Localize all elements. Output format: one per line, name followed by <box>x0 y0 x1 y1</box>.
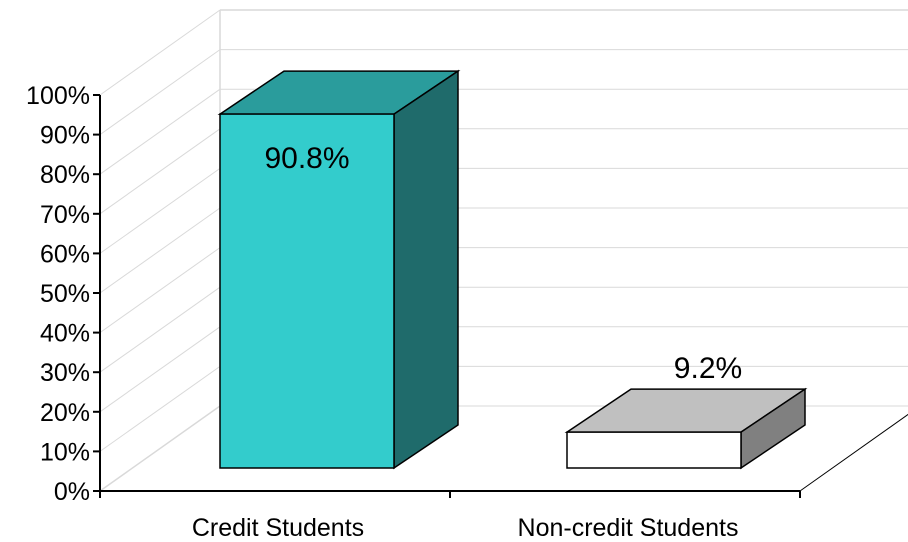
y-tick-label: 90% <box>40 122 90 150</box>
gridline-side-6 <box>99 167 221 254</box>
y-tick-label: 30% <box>40 359 90 387</box>
bar-front-face <box>566 431 742 469</box>
y-tick-label: 50% <box>40 280 90 308</box>
gridline-side-10 <box>99 9 221 96</box>
data-label: 9.2% <box>674 352 742 385</box>
gridline-side-9 <box>99 49 221 136</box>
data-labels: 90.8% 9.2% <box>264 142 742 385</box>
y-tick-label: 40% <box>40 320 90 348</box>
y-tick-label: 60% <box>40 240 90 268</box>
floor-right-edge <box>799 413 908 492</box>
bar-credit-students <box>217 69 461 470</box>
y-tick-label: 100% <box>26 82 90 110</box>
gridline-side-2 <box>99 326 221 413</box>
y-tick-label: 0% <box>54 478 90 506</box>
data-label: 90.8% <box>264 142 349 175</box>
bar-side-face <box>393 69 459 470</box>
gridline-side-1 <box>99 365 221 452</box>
y-tick-label: 10% <box>40 438 90 466</box>
gridline-side-5 <box>99 207 221 294</box>
y-tick-labels: 0% 10% 20% 30% 40% 50% 60% 70% 80% 90% 100% <box>26 82 90 506</box>
gridline-side-4 <box>99 247 221 334</box>
x-tick-labels: Credit Students Non-credit Students <box>192 514 739 542</box>
x-tick-label: Non-credit Students <box>518 514 739 542</box>
gridline-side-8 <box>99 88 221 175</box>
bar-front-face <box>219 113 395 469</box>
gridline-side-3 <box>99 286 221 373</box>
bars <box>217 69 808 470</box>
y-tick-label: 80% <box>40 161 90 189</box>
y-tick-label: 70% <box>40 201 90 229</box>
bar-non-credit-students <box>564 387 808 470</box>
x-tick-label: Credit Students <box>192 514 364 542</box>
axes <box>93 94 801 498</box>
gridline-side-7 <box>99 128 221 215</box>
y-tick-label: 20% <box>40 399 90 427</box>
